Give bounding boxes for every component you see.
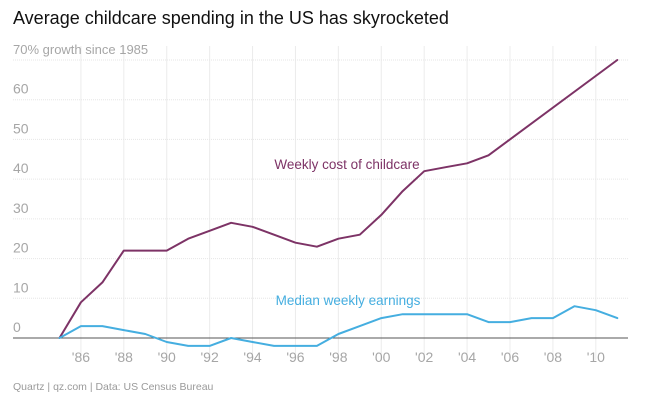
- x-tick-label: '86: [72, 349, 90, 365]
- x-tick-label: '94: [243, 349, 261, 365]
- x-tick-label: '00: [372, 349, 390, 365]
- y-tick-label: 60: [13, 81, 29, 97]
- earnings-series-label: Median weekly earnings: [276, 293, 421, 308]
- y-tick-label: 50: [13, 120, 29, 136]
- y-tick-label: 40: [13, 160, 29, 176]
- x-tick-label: '02: [415, 349, 433, 365]
- x-tick-label: '98: [329, 349, 347, 365]
- x-tick-label: '96: [286, 349, 304, 365]
- y-tick-label: 70% growth since 1985: [13, 42, 148, 57]
- x-tick-label: '88: [115, 349, 133, 365]
- source-credit: Quartz | qz.com | Data: US Census Bureau: [13, 381, 214, 393]
- x-tick-label: '08: [544, 349, 562, 365]
- x-tick-label: '92: [201, 349, 219, 365]
- childcare-cost-line: [58, 59, 619, 339]
- x-tick-label: '04: [458, 349, 476, 365]
- x-tick-label: '10: [587, 349, 605, 365]
- y-tick-label: 30: [13, 200, 29, 216]
- y-tick-label: 0: [13, 319, 21, 335]
- y-tick-label: 10: [13, 279, 29, 295]
- x-tick-label: '90: [158, 349, 176, 365]
- y-tick-label: 20: [13, 240, 29, 256]
- chart-title: Average childcare spending in the US has…: [13, 8, 449, 28]
- x-tick-label: '06: [501, 349, 519, 365]
- childcare-series-label: Weekly cost of childcare: [274, 157, 419, 172]
- median-earnings-line: [58, 305, 619, 347]
